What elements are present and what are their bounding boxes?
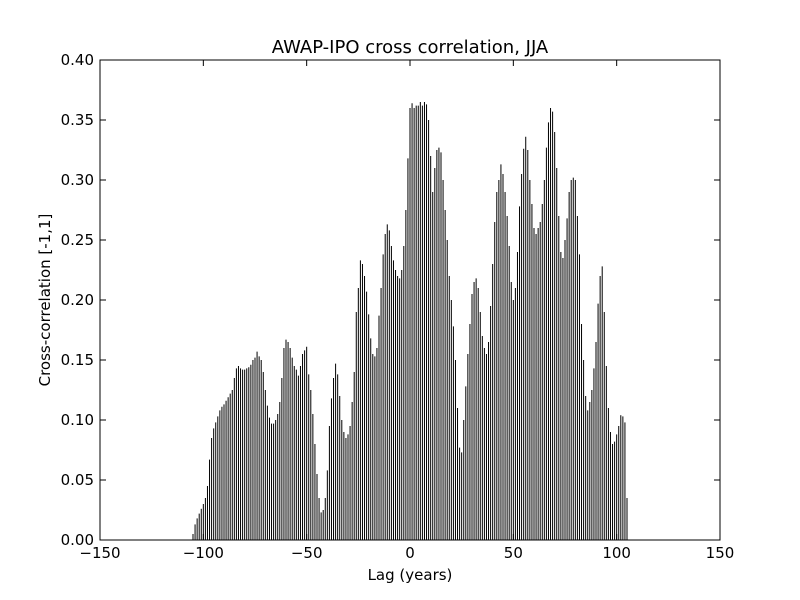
y-tick-label: 0.30 xyxy=(61,171,94,189)
x-tick-label: −150 xyxy=(79,544,120,562)
y-tick-label: 0.25 xyxy=(61,231,94,249)
y-tick-label: 0.40 xyxy=(61,51,94,69)
x-tick-label: −50 xyxy=(291,544,323,562)
x-tick-label: 150 xyxy=(706,544,735,562)
y-axis-label: Cross-correlation [-1,1] xyxy=(36,214,54,387)
x-tick-label: 0 xyxy=(405,544,415,562)
y-tick-label: 0.05 xyxy=(61,471,94,489)
y-tick-label: 0.00 xyxy=(61,531,94,549)
y-tick-label: 0.10 xyxy=(61,411,94,429)
x-tick-label: 50 xyxy=(504,544,523,562)
y-tick-label: 0.35 xyxy=(61,111,94,129)
x-tick-label: −100 xyxy=(183,544,224,562)
y-tick-label: 0.15 xyxy=(61,351,94,369)
chart-title: AWAP-IPO cross correlation, JJA xyxy=(272,37,549,58)
x-tick-label: 100 xyxy=(602,544,631,562)
x-axis-label: Lag (years) xyxy=(368,566,453,584)
y-tick-label: 0.20 xyxy=(61,291,94,309)
